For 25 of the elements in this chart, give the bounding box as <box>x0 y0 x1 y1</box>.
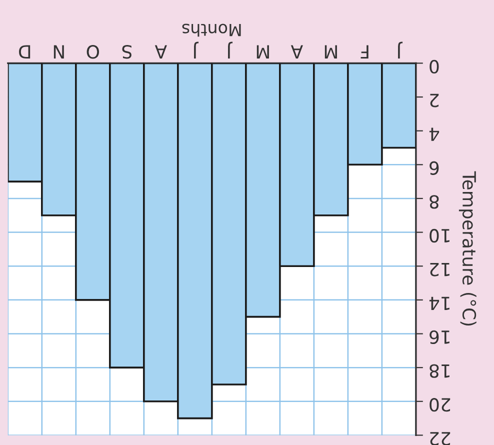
y-tick-label: 6 <box>430 161 439 175</box>
x-tick-label: J <box>194 42 199 58</box>
x-axis-title: Months <box>182 24 241 37</box>
y-tick-label: 8 <box>430 195 439 209</box>
y-tick-label: 18 <box>430 364 450 378</box>
y-axis-title: Temperature (°C) <box>458 171 476 326</box>
x-tick-label: S <box>122 45 132 59</box>
x-tick-label: F <box>360 45 368 58</box>
x-tick-label: A <box>290 45 303 58</box>
y-tick-label: 14 <box>429 296 450 310</box>
y-tick-label: 0 <box>430 60 439 74</box>
y-tick-label: 4 <box>429 128 440 141</box>
x-tick-label: A <box>154 45 167 58</box>
y-tick-label: 12 <box>430 263 450 276</box>
x-tick-label: D <box>19 45 30 58</box>
x-tick-label: O <box>86 45 100 59</box>
x-tick-label: M <box>256 45 269 58</box>
x-tick-label: N <box>54 45 64 58</box>
y-tick-label: 20 <box>430 398 450 412</box>
y-tick-label: 10 <box>430 228 450 243</box>
x-tick-label: M <box>324 45 337 58</box>
x-tick-label: J <box>398 42 403 58</box>
x-tick-label: J <box>228 42 233 58</box>
y-tick-label: 16 <box>430 330 450 344</box>
y-tick-label: 2 <box>430 94 439 108</box>
